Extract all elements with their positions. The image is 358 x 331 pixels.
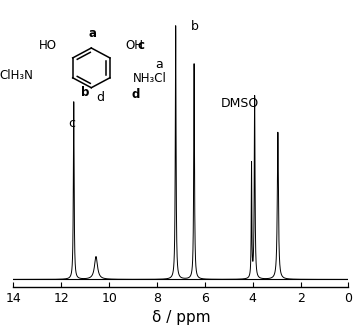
Text: ClH₃N: ClH₃N (0, 69, 33, 82)
Text: c: c (137, 39, 144, 52)
X-axis label: δ / ppm: δ / ppm (152, 310, 210, 325)
Text: b: b (81, 86, 90, 99)
Text: b: b (191, 21, 199, 33)
Text: HO: HO (39, 39, 57, 52)
Text: DMSO: DMSO (221, 97, 259, 110)
Text: NH₃Cl: NH₃Cl (132, 72, 166, 85)
Text: a: a (88, 27, 96, 40)
Text: c: c (69, 117, 76, 130)
Text: d: d (131, 88, 140, 101)
Text: OH: OH (125, 39, 143, 52)
Text: a: a (155, 59, 163, 71)
Text: d: d (96, 91, 104, 105)
